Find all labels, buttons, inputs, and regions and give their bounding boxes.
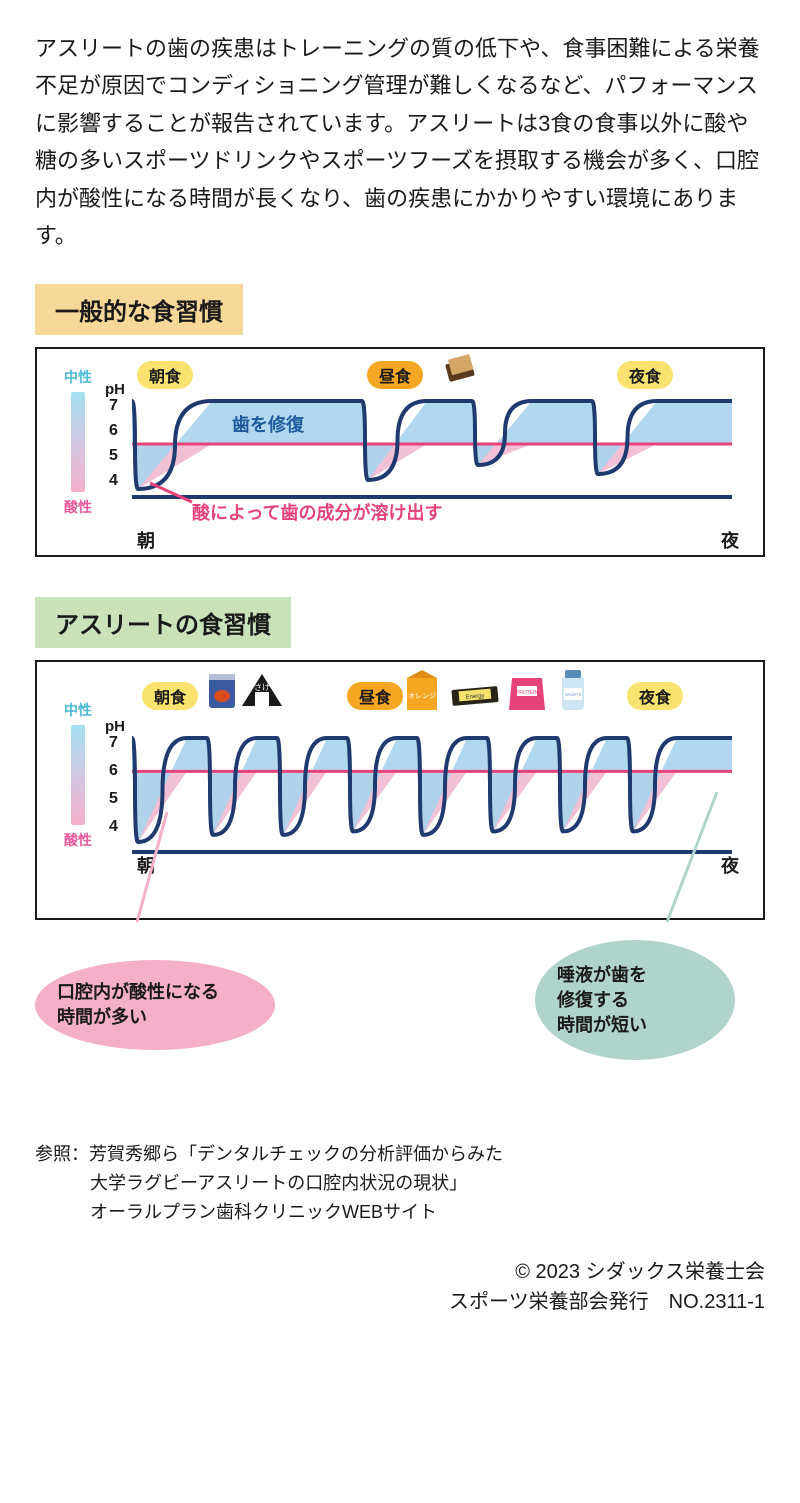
ref-line1: 芳賀秀郷ら「デンタルチェックの分析評価からみた <box>89 1144 503 1164</box>
axis-night: 夜 <box>721 527 739 553</box>
svg-text:SPORTS: SPORTS <box>565 692 582 697</box>
axis-morning: 朝 <box>137 527 155 553</box>
y-tick: 6 <box>109 422 118 440</box>
chart-general: 中性 酸性 pH 7 6 5 4 朝食 昼食 夜食 歯を修復 酸によって歯の成分… <box>35 347 765 557</box>
ph-acid-label: 酸性 <box>53 497 103 517</box>
y-tick: 6 <box>109 762 118 780</box>
ref-line3: オーラルプラン歯科クリニックWEBサイト <box>35 1198 765 1227</box>
y-tick: 5 <box>109 447 118 465</box>
svg-text:オレンジ: オレンジ <box>408 692 436 700</box>
copyright-text: © 2023 シダックス栄養士会 <box>35 1257 765 1287</box>
reference-block: 参照：芳賀秀郷ら「デンタルチェックの分析評価からみた 大学ラグビーアスリートの口… <box>35 1140 765 1226</box>
chocolate-icon <box>437 351 487 391</box>
ref-line2: 大学ラグビーアスリートの口腔内状況の現状」 <box>35 1169 765 1198</box>
y-tick: 7 <box>109 397 118 415</box>
svg-text:PROTEIN: PROTEIN <box>516 690 539 696</box>
callouts-row: 口腔内が酸性になる 時間が多い 唾液が歯を 修復する 時間が短い <box>35 960 765 1110</box>
intro-text: アスリートの歯の疾患はトレーニングの質の低下や、食事困難による栄養不足が原因でコ… <box>35 30 765 254</box>
annot-acid: 酸によって歯の成分が溶け出す <box>192 499 443 525</box>
y-tick: 5 <box>109 790 118 808</box>
callout-teal-text: 唾液が歯を 修復する 時間が短い <box>557 963 647 1039</box>
y-tick: 7 <box>109 734 118 752</box>
meal-breakfast: 朝食 <box>137 361 193 389</box>
callout-teal: 唾液が歯を 修復する 時間が短い <box>535 940 735 1060</box>
food-icons-row: さけ オレンジ Energy PROTEIN SPORTS <box>207 666 627 714</box>
ph-neutral-label: 中性 <box>53 700 103 720</box>
ph-axis-label: pH <box>105 381 125 398</box>
ph-neutral-label: 中性 <box>53 367 103 387</box>
callout-pink: 口腔内が酸性になる 時間が多い <box>35 960 275 1050</box>
section-label-general: 一般的な食習慣 <box>35 284 243 335</box>
y-tick: 4 <box>109 818 118 836</box>
ph-scale: 中性 酸性 <box>53 700 103 850</box>
chart-athlete: 中性 酸性 pH 7 6 5 4 朝食 昼食 夜食 さけ オレンジ Energy… <box>35 660 765 920</box>
publisher-text: スポーツ栄養部会発行 NO.2311-1 <box>35 1287 765 1317</box>
ph-axis-label: pH <box>105 718 125 735</box>
meal-breakfast: 朝食 <box>142 682 198 710</box>
copyright-block: © 2023 シダックス栄養士会 スポーツ栄養部会発行 NO.2311-1 <box>35 1257 765 1317</box>
annot-repair: 歯を修復 <box>232 411 304 437</box>
ph-scale: 中性 酸性 <box>53 367 103 517</box>
ph-gradient-bar <box>71 392 85 492</box>
meal-dinner: 夜食 <box>617 361 673 389</box>
callout-pink-text: 口腔内が酸性になる 時間が多い <box>57 980 219 1030</box>
svg-text:さけ: さけ <box>254 683 270 692</box>
ph-gradient-bar <box>71 725 85 825</box>
meal-dinner: 夜食 <box>627 682 683 710</box>
meal-lunch: 昼食 <box>367 361 423 389</box>
section-label-athlete: アスリートの食習慣 <box>35 597 291 648</box>
y-tick: 4 <box>109 472 118 490</box>
ref-label: 参照： <box>35 1144 89 1164</box>
